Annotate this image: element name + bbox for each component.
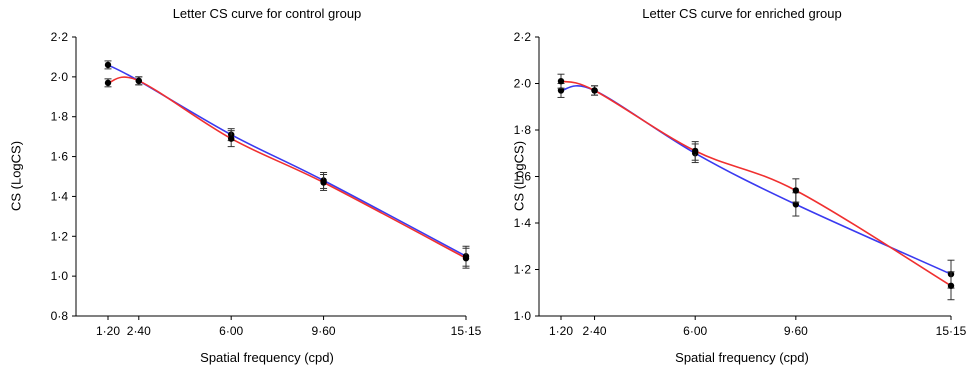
y-tick-label: 1·6 (51, 150, 69, 164)
chart-title: Letter CS curve for enriched group (642, 6, 842, 21)
y-tick-label: 2·2 (514, 30, 532, 44)
x-tick-label: 15·15 (936, 324, 967, 338)
y-tick-label: 0·8 (51, 309, 69, 323)
y-tick-label: 1·6 (514, 170, 532, 184)
data-point-series-2 (135, 77, 142, 85)
data-point-series-2 (947, 282, 955, 289)
y-tick-label: 1·8 (51, 110, 69, 124)
data-point-series-2 (104, 79, 112, 87)
y-tick-label: 1·2 (514, 263, 532, 277)
y-tick-label: 1·0 (51, 269, 69, 283)
y-tick-label: 2·0 (51, 70, 69, 84)
control-group-chart: 0·8 1·0 1·2 1·4 1·6 1·8 2·0 2·2 1·20 2·40 6·00 9·60… (8, 6, 482, 365)
data-point-series-2 (591, 87, 598, 94)
y-tick-label: 1·2 (51, 229, 69, 243)
data-point-series-2 (557, 77, 565, 85)
y-tick-label: 1·8 (514, 123, 532, 137)
y-tick-label: 1·4 (51, 189, 69, 203)
data-point-series-2 (792, 187, 800, 194)
x-tick-label: 6·00 (219, 324, 243, 338)
x-tick-label: 9·60 (312, 324, 336, 338)
series-line-2 (107, 76, 467, 259)
enriched-group-chart: 1·0 1·2 1·4 1·6 1·8 2·0 2·2 1·20 2·40 6·00 9·60 15·… (489, 0, 978, 376)
x-tick-label: 6·00 (683, 324, 707, 338)
y-axis-label: CS (LogCS) (8, 140, 24, 212)
x-tick-label: 2·40 (127, 324, 151, 338)
x-tick-label: 1·20 (96, 324, 120, 338)
x-axis-label: Spatial frequency (cpd) (200, 350, 334, 365)
series-line-2 (560, 80, 952, 287)
y-tick-label: 1·0 (514, 309, 532, 323)
y-tick-label: 1·4 (514, 216, 532, 230)
control-group-plot: 0·8 1·0 1·2 1·4 1·6 1·8 2·0 2·2 1·20 2·40 6·00 9·60… (51, 30, 482, 338)
y-axis-label: CS (LogCS) (511, 140, 527, 212)
x-tick-label: 15·15 (451, 324, 482, 338)
data-point-series-2 (462, 255, 470, 262)
enriched-group-plot: 1·0 1·2 1·4 1·6 1·8 2·0 2·2 1·20 2·40 6·00 9·60 15·… (514, 30, 967, 338)
data-point-series-1 (557, 87, 565, 94)
x-tick-label: 2·40 (583, 324, 607, 338)
data-point-series-2 (320, 179, 327, 186)
x-tick-label: 9·60 (784, 324, 808, 338)
data-point-series-2 (691, 147, 699, 155)
data-point-series-2 (227, 135, 235, 142)
chart-title: Letter CS curve for control group (172, 6, 362, 21)
y-tick-label: 2·2 (51, 30, 69, 44)
x-tick-label: 1·20 (549, 324, 573, 338)
series-line-1 (560, 85, 952, 275)
y-tick-label: 2·0 (514, 77, 532, 91)
data-point-series-1 (792, 201, 800, 208)
x-axis-label: Spatial frequency (cpd) (675, 350, 809, 365)
data-point-series-1 (104, 61, 112, 69)
